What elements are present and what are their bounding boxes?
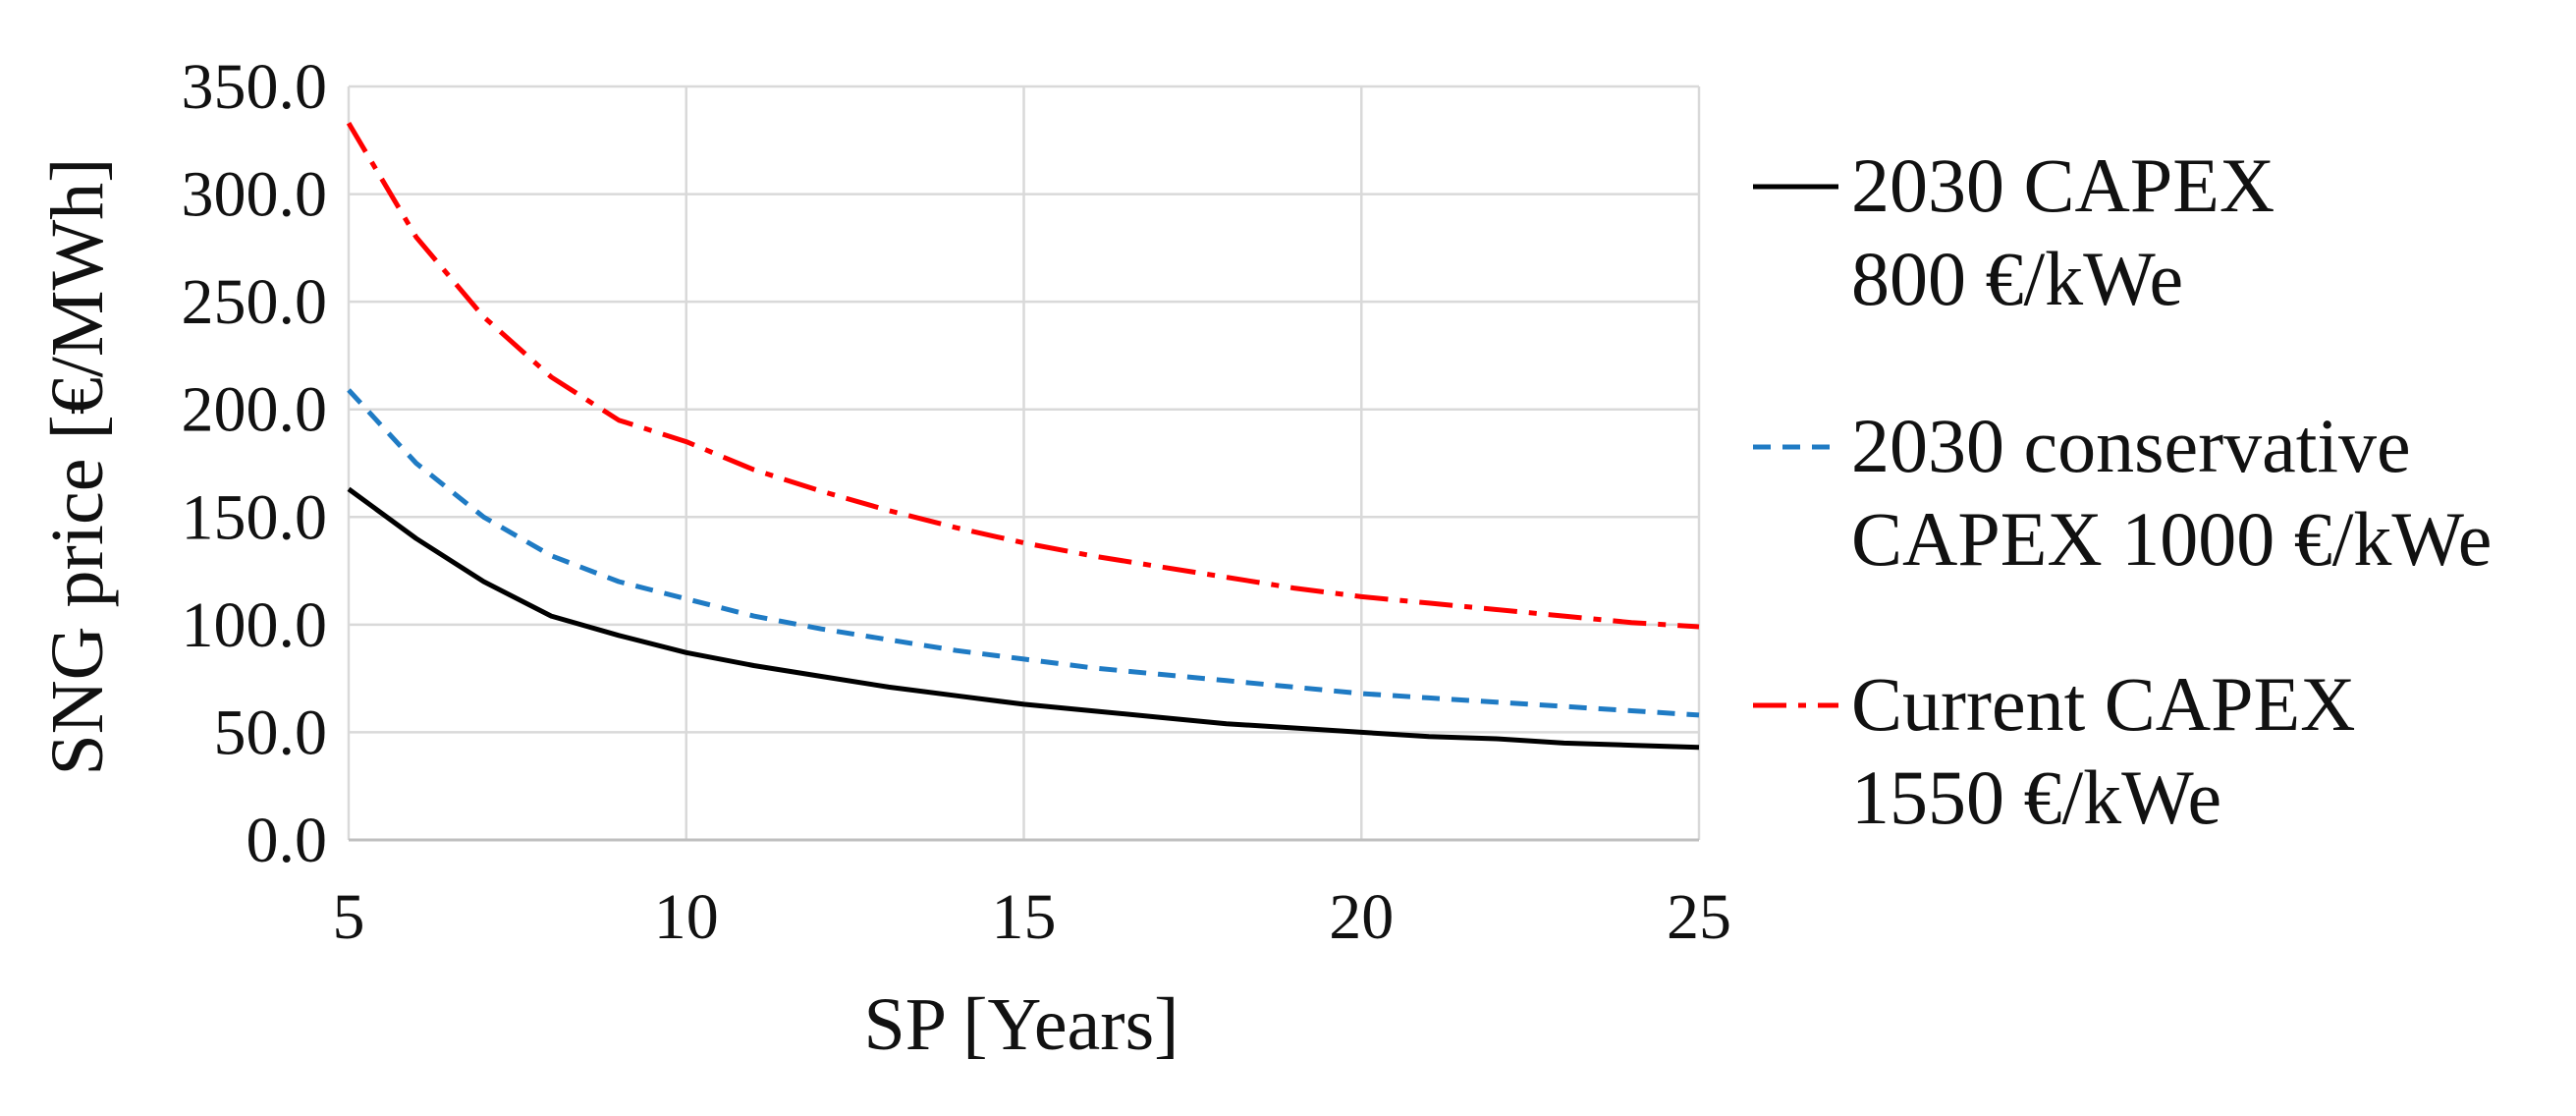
gridlines	[347, 84, 1701, 840]
y-tick-label: 0.0	[247, 805, 328, 876]
x-axis-title: SP [Years]	[864, 983, 1179, 1066]
series-line-1	[347, 486, 1700, 751]
y-tick-label: 100.0	[182, 589, 328, 661]
y-tick-label: 200.0	[182, 374, 328, 446]
legend-label-3: 1550 €/kWe	[1851, 754, 2221, 840]
y-tick-label: 50.0	[214, 697, 328, 768]
x-tick-label: 20	[1329, 881, 1394, 953]
y-tick-label: 250.0	[182, 266, 328, 338]
legend-label-2: 2030 conservative	[1851, 403, 2411, 488]
legend-label-1: 800 €/kWe	[1851, 236, 2183, 321]
series-lines	[346, 122, 1700, 751]
legend-label-2: CAPEX 1000 €/kWe	[1851, 496, 2492, 582]
legend-label-1: 2030 CAPEX	[1851, 142, 2275, 228]
series-line-2	[347, 388, 1700, 718]
legend-label-3: Current CAPEX	[1851, 661, 2355, 747]
y-tick-label: 350.0	[182, 51, 328, 123]
y-axis-title: SNG price [€/MWh]	[36, 158, 119, 776]
x-tick-label: 25	[1667, 881, 1731, 953]
x-tick-label: 5	[333, 881, 365, 953]
tick-labels: 0.0 50.0 100.0 150.0 200.0 250.0 300.0 350.0 5 10…	[182, 51, 1732, 953]
x-tick-label: 10	[654, 881, 719, 953]
y-tick-label: 300.0	[182, 159, 328, 231]
y-tick-label: 150.0	[182, 481, 328, 553]
series-line-3	[346, 122, 1700, 630]
x-tick-label: 15	[992, 881, 1057, 953]
